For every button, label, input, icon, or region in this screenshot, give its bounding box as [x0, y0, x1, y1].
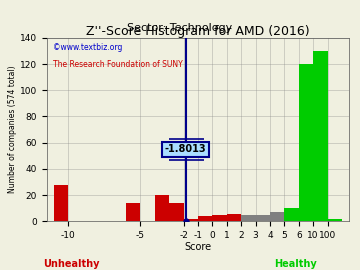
Bar [284, 208, 299, 221]
Bar [299, 64, 313, 221]
Bar [270, 212, 284, 221]
Text: Sector: Technology: Sector: Technology [127, 23, 233, 33]
Text: Unhealthy: Unhealthy [43, 259, 100, 269]
Text: ©www.textbiz.org: ©www.textbiz.org [53, 43, 122, 52]
Bar [212, 215, 227, 221]
Bar [184, 219, 198, 221]
Text: Healthy: Healthy [274, 259, 317, 269]
Bar [54, 185, 68, 221]
Bar [256, 215, 270, 221]
Text: The Research Foundation of SUNY: The Research Foundation of SUNY [53, 60, 183, 69]
Y-axis label: Number of companies (574 total): Number of companies (574 total) [8, 66, 17, 193]
Bar [169, 203, 184, 221]
Bar [241, 215, 256, 221]
Bar [155, 195, 169, 221]
X-axis label: Score: Score [184, 241, 212, 252]
Title: Z''-Score Histogram for AMD (2016): Z''-Score Histogram for AMD (2016) [86, 25, 310, 38]
Bar [227, 214, 241, 221]
Bar [126, 203, 140, 221]
Text: -1.8013: -1.8013 [165, 144, 207, 154]
Bar [328, 219, 342, 221]
Bar [198, 216, 212, 221]
Bar [313, 51, 328, 221]
